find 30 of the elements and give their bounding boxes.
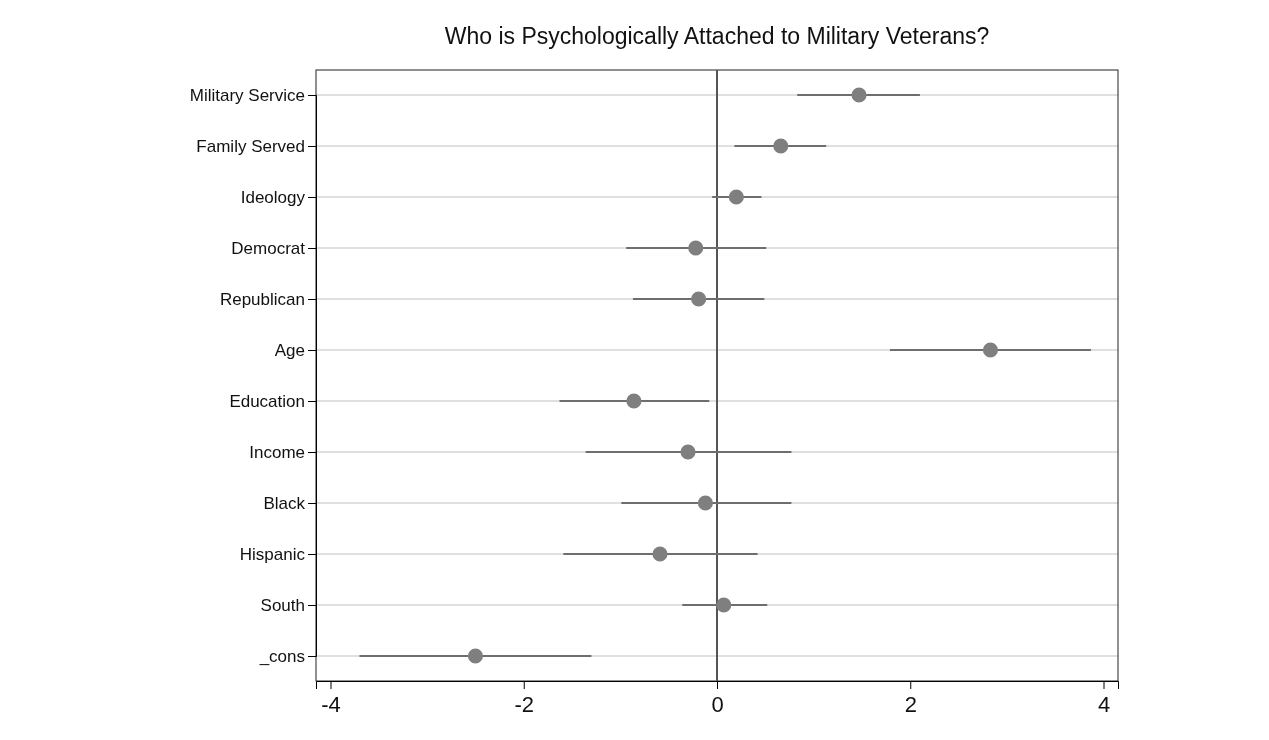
point (467, 648, 483, 664)
point (691, 291, 707, 307)
point (688, 240, 704, 256)
point (680, 444, 696, 460)
y-tick-label: Education (229, 391, 305, 411)
y-tick-label: _cons (258, 646, 305, 666)
point (773, 138, 789, 154)
x-tick-label: 2 (904, 691, 917, 717)
point (728, 189, 744, 205)
x-tick-label: 4 (1097, 691, 1111, 717)
y-tick-label: South (260, 595, 305, 615)
chart-title: Who is Psychologically Attached to Military Veterans? (444, 23, 990, 49)
point (851, 87, 867, 103)
y-tick-label: Income (249, 442, 305, 462)
point (697, 495, 713, 511)
point (982, 342, 999, 358)
x-tick-label: -4 (321, 691, 341, 717)
point (716, 597, 732, 613)
y-tick-label: Black (263, 493, 306, 513)
y-tick-label: Democrat (231, 238, 306, 258)
x-tick-label: 0 (711, 691, 724, 717)
point (626, 393, 642, 409)
y-tick-label: Family Served (196, 136, 305, 156)
y-tick-label: Hispanic (239, 544, 306, 564)
y-tick-label: Age (274, 340, 305, 360)
x-tick-label: -2 (514, 691, 535, 717)
point (652, 546, 668, 562)
y-tick-label: Republican (219, 289, 305, 309)
y-tick-label: Ideology (240, 187, 306, 207)
y-tick-label: Military Service (189, 85, 305, 105)
